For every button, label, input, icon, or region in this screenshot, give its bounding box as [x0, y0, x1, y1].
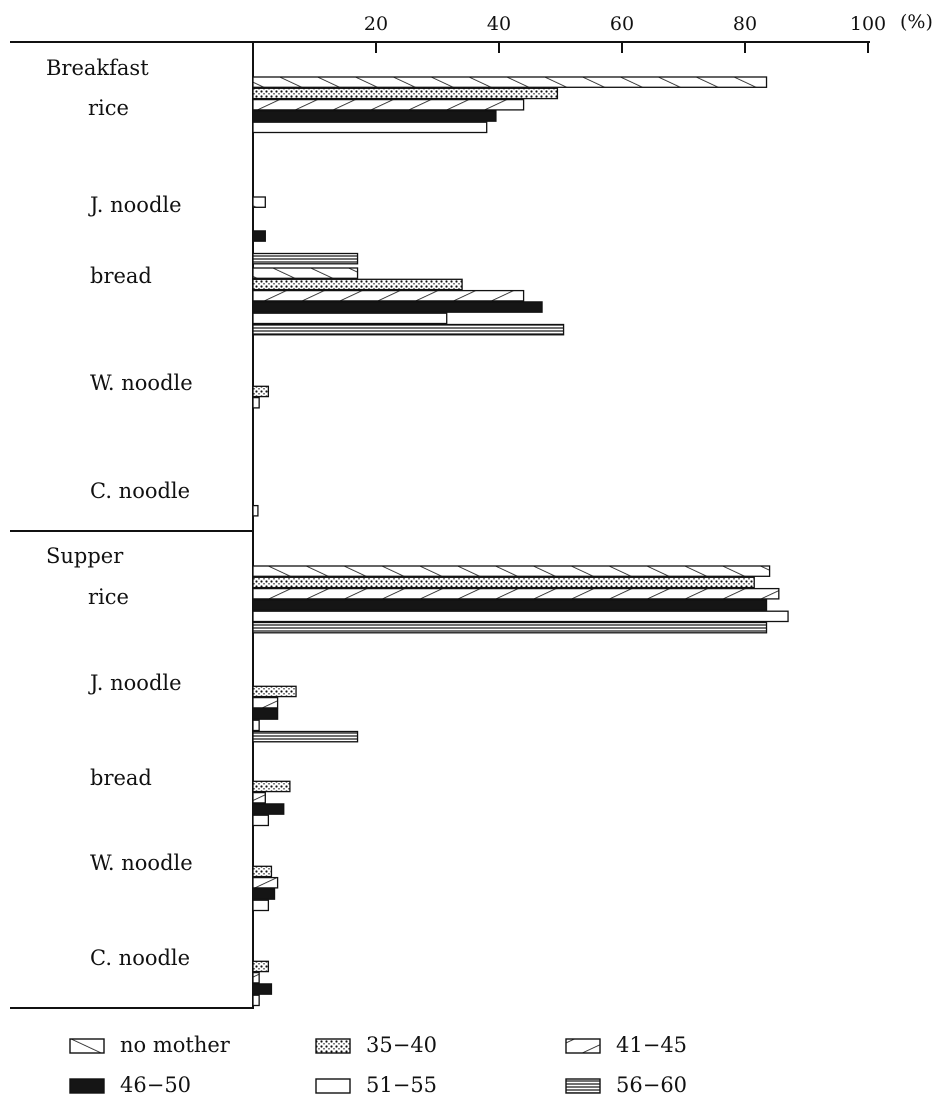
- category-label: J. noodle: [88, 671, 182, 695]
- bar: [252, 110, 497, 122]
- bar: [252, 621, 768, 634]
- bar: [252, 230, 266, 242]
- bar: [252, 719, 260, 732]
- legend: no mother 35−40 41−45 46−50 51−55 56−60: [69, 1033, 687, 1097]
- category-label: W. noodle: [90, 851, 193, 875]
- legend-label: no mother: [120, 1033, 231, 1057]
- category-label: J. noodle: [88, 193, 182, 217]
- x-tick-label: 80: [733, 13, 757, 35]
- category-label: W. noodle: [90, 371, 193, 395]
- bar: [252, 385, 270, 398]
- bar: [252, 780, 291, 793]
- bar: [252, 587, 780, 600]
- legend-swatch: [69, 1038, 105, 1054]
- category-label: bread: [90, 766, 152, 790]
- bar: [252, 685, 297, 698]
- bar: [252, 87, 559, 100]
- bar: [252, 876, 279, 889]
- bar: [252, 312, 448, 325]
- bar: [252, 983, 273, 995]
- bar: [252, 696, 279, 709]
- bar: [252, 121, 488, 134]
- category-label: rice: [88, 96, 129, 120]
- legend-label: 51−55: [366, 1073, 437, 1097]
- legend-swatch: [69, 1078, 105, 1094]
- bar: [252, 814, 270, 827]
- category-label: C. noodle: [90, 946, 190, 970]
- bar: [252, 960, 270, 973]
- category-label: C. noodle: [90, 479, 190, 503]
- legend-label: 41−45: [616, 1033, 687, 1057]
- group-title: Supper: [46, 544, 124, 568]
- x-tick-label: 20: [364, 13, 388, 35]
- bar: [252, 599, 768, 611]
- bar: [252, 888, 276, 900]
- legend-label: 56−60: [616, 1073, 687, 1097]
- bar: [252, 899, 270, 912]
- category-label: rice: [88, 585, 129, 609]
- legend-label: 35−40: [366, 1033, 437, 1057]
- group-title: Breakfast: [46, 56, 149, 80]
- bar: [252, 576, 755, 589]
- x-unit-label: (%): [900, 11, 933, 33]
- legend-swatch: [565, 1038, 601, 1054]
- bar: [252, 565, 771, 577]
- bar: [252, 278, 463, 291]
- bar: [252, 196, 266, 208]
- x-tick-label: 60: [610, 13, 634, 35]
- x-tick-label: 40: [487, 13, 511, 35]
- bar: [252, 994, 260, 1007]
- bar: [252, 301, 543, 313]
- bar: [252, 504, 259, 517]
- x-axis-ticks: 20 40 60 80 100: [364, 13, 886, 53]
- bar: [252, 252, 359, 265]
- bars: [252, 76, 789, 1007]
- legend-swatch: [315, 1078, 351, 1094]
- legend-swatch: [315, 1038, 351, 1054]
- x-tick-label: 100: [850, 13, 886, 35]
- bar: [252, 267, 359, 279]
- bar: [252, 730, 359, 743]
- bar: [252, 708, 279, 720]
- bar: [252, 971, 260, 984]
- bar: [252, 396, 260, 409]
- bar: [252, 289, 525, 302]
- legend-swatch: [565, 1078, 601, 1094]
- bar: [252, 791, 266, 804]
- category-labels: Breakfast rice J. noodle bread W. noodle C. n…: [46, 56, 193, 970]
- bar: [252, 323, 565, 336]
- bar: [252, 803, 285, 815]
- bar: [252, 98, 525, 111]
- legend-label: 46−50: [120, 1073, 191, 1097]
- bar: [252, 76, 768, 88]
- bar: [252, 865, 273, 878]
- category-label: bread: [90, 264, 152, 288]
- bar: [252, 610, 789, 623]
